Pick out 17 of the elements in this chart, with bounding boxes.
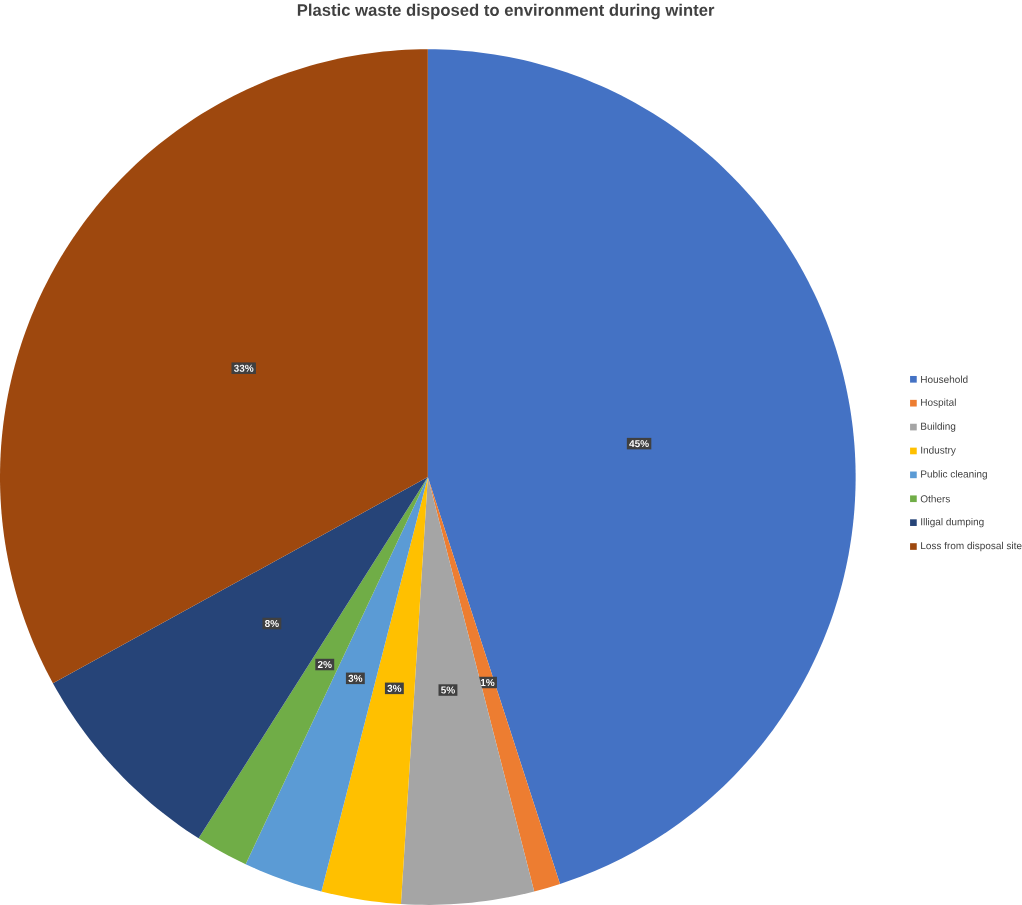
legend-label: Illigal dumping xyxy=(921,518,984,528)
legend-label: Building xyxy=(921,422,956,432)
legend-label: Household xyxy=(921,375,968,384)
data-label: 3% xyxy=(348,674,363,682)
data-label: 8% xyxy=(264,620,279,628)
data-label: 33% xyxy=(233,364,254,372)
data-label: 45% xyxy=(629,440,649,448)
legend-label: Others xyxy=(920,495,950,503)
data-label: 5% xyxy=(441,686,455,694)
legend-label: Industry xyxy=(921,446,956,456)
legend-label: Public cleaning xyxy=(921,470,987,480)
chart-title: Plastic waste disposed to environment during winter xyxy=(297,3,715,20)
data-label: 2% xyxy=(317,661,332,669)
legend-label: Loss from disposal site xyxy=(921,541,1022,552)
data-label: 3% xyxy=(387,684,402,692)
data-label: 1% xyxy=(480,679,495,687)
legend-label: Hospital xyxy=(921,398,956,408)
